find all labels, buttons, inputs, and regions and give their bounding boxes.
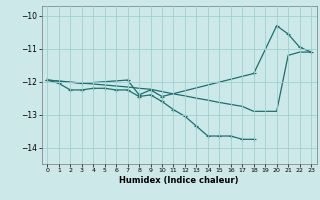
X-axis label: Humidex (Indice chaleur): Humidex (Indice chaleur) [119, 176, 239, 185]
